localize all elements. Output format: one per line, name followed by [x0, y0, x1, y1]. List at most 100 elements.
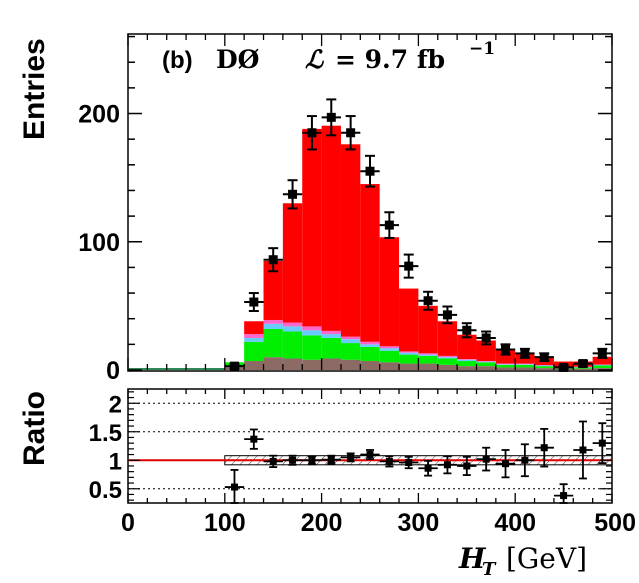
top-panel: 0 100 200 Entries (b) DØ ℒ = 9.7 fb −1 — [18, 33, 613, 385]
stack-bar-2-13 — [476, 361, 496, 363]
stack-bar-4-11 — [437, 321, 458, 356]
stack-bar-0-11 — [437, 364, 458, 370]
stack-bar-4-3 — [282, 203, 303, 323]
ratio-point-4 — [308, 456, 316, 464]
ratio-ytick-label-0: 0.5 — [89, 477, 122, 504]
stack-bar-4-1 — [244, 321, 264, 335]
xtick-label-0: 0 — [121, 509, 135, 537]
luminosity-symbol: ℒ — [305, 45, 324, 74]
stack-bar-2-3 — [282, 326, 303, 332]
ratio-y-axis-label: Ratio — [18, 391, 51, 466]
ratio-point-15 — [521, 456, 529, 464]
stack-bar-3-9 — [399, 351, 419, 353]
stack-bar-3-14 — [495, 363, 516, 365]
x-axis-label: H T [GeV] — [458, 542, 587, 580]
stack-bar-2-16 — [534, 365, 554, 367]
stack-bar-1-4 — [302, 335, 322, 360]
data-point-9 — [404, 261, 414, 271]
stack-bar-4-10 — [418, 305, 438, 354]
x-axis: 0 100 200 300 400 500 — [121, 34, 636, 537]
stack-bar-0-15 — [515, 367, 535, 370]
stack-bar-3-7 — [360, 341, 380, 345]
stack-bar-2-6 — [340, 339, 361, 344]
ratio-point-16 — [540, 444, 548, 452]
stacked-bars — [128, 125, 612, 370]
stack-bar-3-2 — [263, 319, 283, 324]
stack-bar-4-4 — [302, 128, 322, 327]
stack-bar-4-5 — [321, 125, 341, 331]
ratio-point-13 — [482, 455, 490, 463]
ratio-point-18 — [579, 446, 587, 454]
stack-bar-4-7 — [360, 184, 380, 342]
stack-bar-1-13 — [476, 362, 496, 367]
stack-bar-2-14 — [495, 364, 516, 365]
stack-bar-0-13 — [476, 366, 496, 370]
stack-bar-1-9 — [399, 354, 419, 364]
stack-bar-0-7 — [360, 361, 380, 370]
stack-bar-2-15 — [515, 364, 535, 365]
stack-bar-3-3 — [282, 322, 303, 327]
stack-bar-0-3 — [282, 358, 303, 370]
stack-bar-3-15 — [515, 363, 535, 365]
stack-bar-2-19 — [592, 364, 612, 366]
stack-bar-2-5 — [321, 334, 341, 338]
stack-bar-2-9 — [399, 352, 419, 355]
stack-bar-3-4 — [302, 326, 322, 331]
ratio-point-19 — [598, 439, 606, 447]
data-point-3 — [288, 189, 298, 199]
stack-bar-1-8 — [379, 350, 400, 363]
top-ytick-label-200: 200 — [78, 101, 120, 129]
data-point-10 — [423, 296, 433, 306]
stack-bar-2-4 — [302, 330, 322, 336]
stack-bar-0-12 — [457, 366, 477, 370]
ratio-ytick-label-1: 1 — [109, 448, 122, 475]
stack-bar-2-10 — [418, 354, 438, 356]
stack-bar-1-19 — [592, 365, 612, 369]
stack-bar-2-12 — [457, 359, 477, 362]
luminosity-exponent: −1 — [469, 39, 495, 59]
stack-bar-4-2 — [263, 260, 283, 320]
stack-bar-4-12 — [457, 334, 477, 360]
data-point-1 — [249, 297, 259, 307]
stack-bar-0-4 — [302, 359, 322, 370]
ratio-y-axis: 0.511.52 — [89, 391, 612, 504]
data-point-8 — [384, 220, 394, 230]
stack-bar-3-12 — [457, 359, 477, 360]
stack-bar-1-1 — [244, 341, 264, 362]
ratio-point-14 — [502, 460, 510, 468]
stack-bar-1-2 — [263, 328, 283, 358]
xtick-label-500: 500 — [594, 509, 636, 537]
ratio-point-2 — [269, 457, 277, 465]
xtick-label-300: 300 — [398, 509, 440, 537]
ratio-point-6 — [347, 453, 355, 461]
top-ytick-label-0: 0 — [106, 357, 120, 385]
stack-bar-4-14 — [495, 349, 516, 364]
data-point-18 — [578, 359, 588, 369]
stack-bar-1-10 — [418, 355, 438, 364]
x-axis-label-variable: H — [458, 542, 487, 575]
top-plot-frame — [127, 33, 613, 372]
xtick-label-200: 200 — [301, 509, 343, 537]
stack-bar-1-5 — [321, 337, 341, 359]
stack-bar-2-11 — [437, 357, 458, 359]
top-y-axis-label: Entries — [18, 38, 51, 140]
ratio-point-7 — [366, 451, 374, 459]
stack-bar-3-11 — [437, 355, 458, 358]
x-axis-label-unit: [GeV] — [506, 542, 587, 575]
x-axis-label-subscript: T — [482, 559, 497, 580]
stack-bar-3-6 — [340, 336, 361, 340]
data-point-7 — [365, 166, 375, 176]
ratio-point-10 — [424, 464, 432, 472]
ratio-point-8 — [385, 457, 393, 465]
stack-bar-2-2 — [263, 323, 283, 329]
experiment-label: DØ — [216, 45, 259, 74]
stack-bar-0-14 — [495, 367, 516, 370]
ratio-point-12 — [463, 462, 471, 470]
stack-bar-2-8 — [379, 348, 400, 351]
bottom-panel: 0.511.52 0 100 200 300 400 500 Ratio H T [GeV… — [18, 34, 636, 580]
stack-bar-1-7 — [360, 346, 380, 362]
stack-bar-2-1 — [244, 337, 264, 342]
data-point-6 — [346, 128, 356, 138]
data-point-17 — [559, 362, 569, 372]
stack-bar-3-5 — [321, 330, 341, 335]
